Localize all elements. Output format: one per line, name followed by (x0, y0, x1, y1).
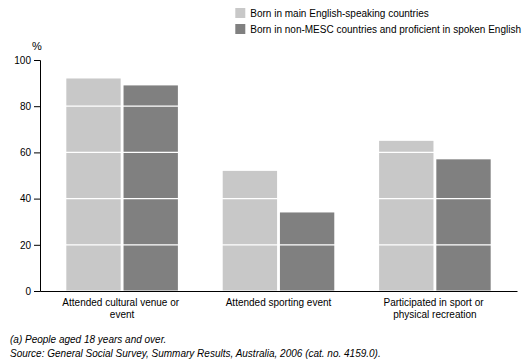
grid-line (40, 290, 517, 291)
grid-line (40, 106, 517, 107)
tick: 80 (20, 101, 40, 112)
y-axis-label: % (32, 40, 42, 52)
bar (223, 171, 277, 291)
y-axis: 0 20 40 60 80 100 (14, 55, 40, 297)
tick-mark (34, 152, 40, 153)
legend-label: Born in non-MESC countries and proficien… (250, 24, 521, 35)
tick-label: 20 (20, 240, 32, 251)
footnote: (a) People aged 18 years and over. (10, 334, 166, 345)
footnote: Source: General Social Survey, Summary R… (10, 348, 381, 359)
tick: Participated in sport or physical recrea… (383, 291, 486, 320)
tick: 100 (14, 55, 40, 66)
tick-mark (34, 245, 40, 246)
grid-line (40, 60, 517, 61)
legend-label: Born in main English-speaking countries (250, 8, 428, 19)
grid-line (40, 198, 517, 199)
legend-item: Born in non-MESC countries and proficien… (235, 24, 521, 35)
chart: 0 20 40 60 80 100 Attended cultural venue or e… (0, 0, 529, 363)
tick-mark (34, 199, 40, 200)
bar (436, 159, 490, 291)
tick: 60 (20, 147, 40, 158)
tick-mark (34, 291, 40, 292)
legend: Born in main English-speaking countries B… (235, 8, 521, 35)
bar (379, 141, 433, 291)
tick-label: Attended sporting event (226, 297, 332, 308)
grid-line (40, 244, 517, 245)
grid-line (40, 152, 517, 153)
tick-label: Participated in sport or physical recrea… (383, 297, 486, 320)
bar (124, 85, 178, 291)
tick-label: 40 (20, 193, 32, 204)
grid (40, 60, 517, 291)
tick-mark (34, 60, 40, 61)
bar (280, 212, 334, 291)
tick: 0 (25, 286, 40, 297)
tick: Attended cultural venue or event (62, 291, 182, 320)
tick-label: Attended cultural venue or event (62, 297, 182, 320)
axis-line (41, 291, 518, 292)
x-axis: Attended cultural venue or event Attended… (41, 291, 518, 320)
tick-mark (34, 106, 40, 107)
legend-swatch (235, 24, 245, 34)
tick: Attended sporting event (226, 291, 332, 308)
legend-item: Born in main English-speaking countries (235, 8, 428, 19)
axis-line (34, 61, 41, 292)
legend-swatch (235, 8, 245, 18)
tick: 20 (20, 240, 40, 251)
tick-label: 80 (20, 101, 32, 112)
tick-label: 0 (25, 286, 31, 297)
plot: 0 20 40 60 80 100 Attended cultural venue or e… (14, 55, 517, 320)
bar (66, 78, 120, 291)
bars (66, 78, 490, 291)
tick-label: 60 (20, 147, 32, 158)
tick: 40 (20, 193, 40, 204)
tick-label: 100 (14, 55, 31, 66)
